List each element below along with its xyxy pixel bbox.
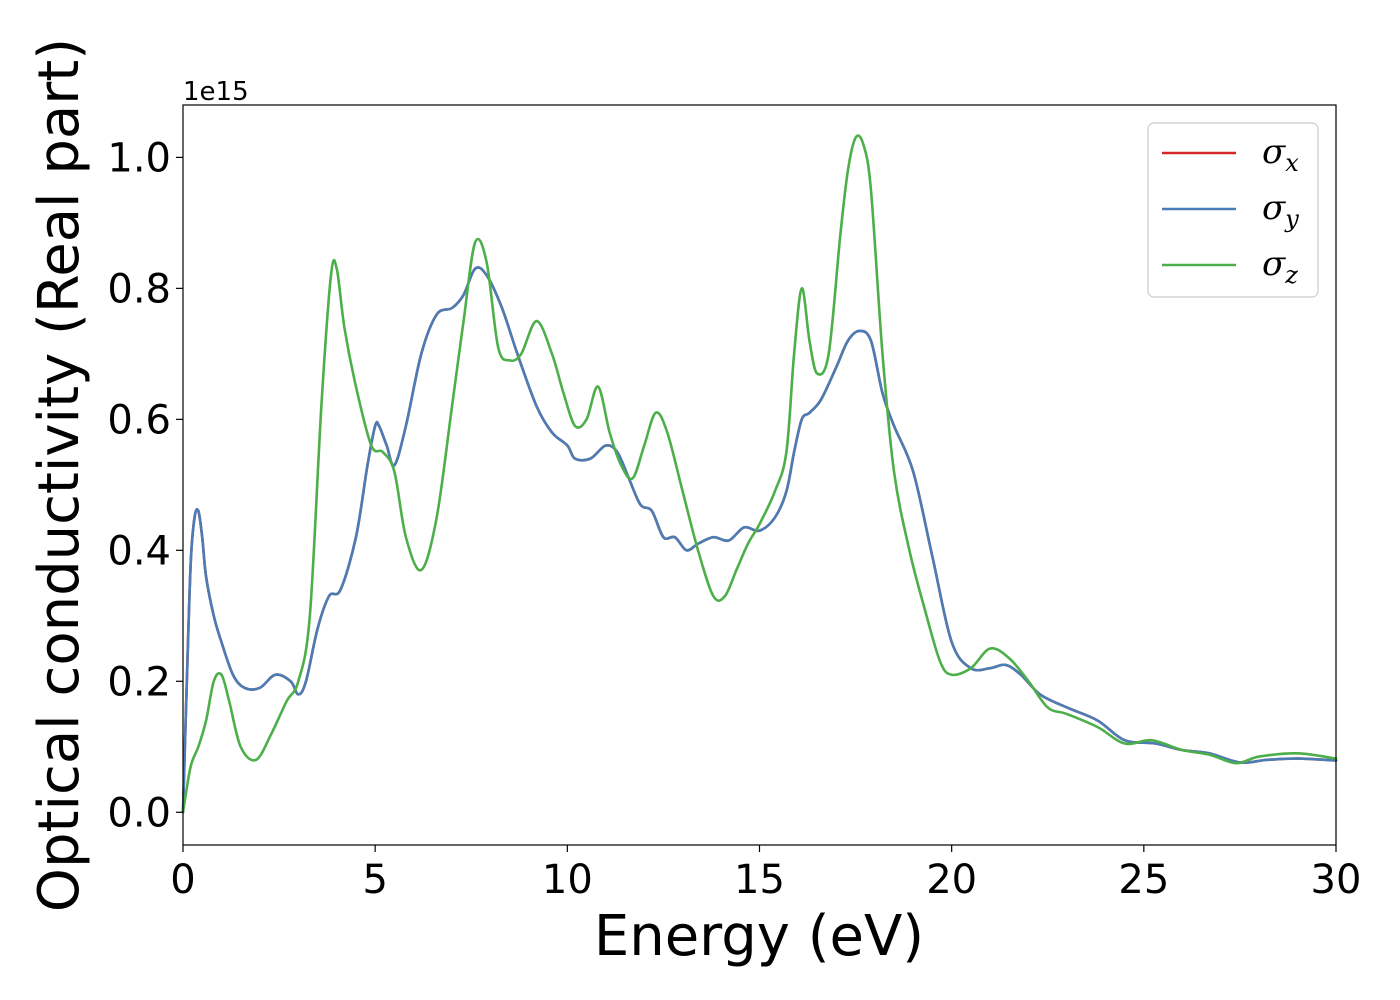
x-tick-label: 30 <box>1311 857 1362 903</box>
y-tick-label: 0.8 <box>107 266 171 312</box>
y-tick-label: 0.2 <box>107 659 171 705</box>
y-tick-label: 0.0 <box>107 790 171 836</box>
legend-symbol: σ <box>1262 132 1286 172</box>
x-tick-label: 25 <box>1118 857 1169 903</box>
legend-label-x: σx <box>1262 132 1299 177</box>
x-axis-ticks: 0 5 10 15 20 25 30 <box>170 845 1361 903</box>
series-line-y <box>181 266 1338 814</box>
x-tick-label: 10 <box>542 857 593 903</box>
y-tick-label: 0.4 <box>107 528 171 574</box>
plot-area <box>183 105 1336 845</box>
series-line-z <box>181 134 1338 814</box>
y-axis-ticks: 0.0 0.2 0.4 0.6 0.8 1.0 <box>107 135 183 836</box>
x-tick-label: 5 <box>362 857 387 903</box>
x-axis-label: Energy (eV) <box>594 904 924 969</box>
legend-label-y: σy <box>1262 188 1299 233</box>
legend-symbol: σ <box>1262 244 1286 284</box>
y-tick-label: 1.0 <box>107 135 171 181</box>
legend-subscript: z <box>1284 261 1298 289</box>
y-axis-label: Optical conductivity (Real part) <box>27 38 92 912</box>
x-tick-label: 0 <box>170 857 195 903</box>
y-tick-label: 0.6 <box>107 397 171 443</box>
legend-label-z: σz <box>1262 244 1298 289</box>
legend-subscript: y <box>1284 205 1299 233</box>
x-tick-label: 15 <box>734 857 785 903</box>
x-tick-label: 20 <box>926 857 977 903</box>
y-offset-label: 1e15 <box>183 77 249 107</box>
series-layer <box>181 134 1338 814</box>
legend-subscript: x <box>1285 149 1299 177</box>
legend-symbol: σ <box>1262 188 1286 228</box>
